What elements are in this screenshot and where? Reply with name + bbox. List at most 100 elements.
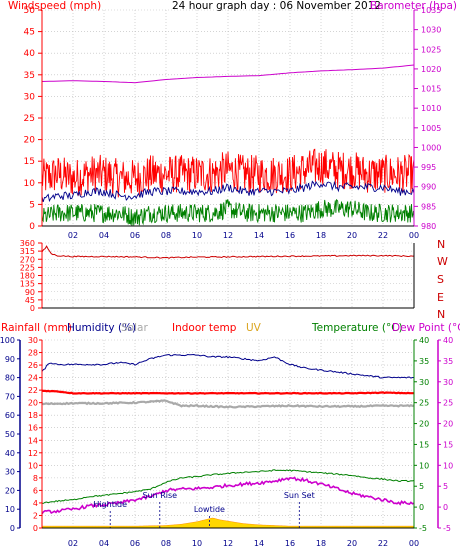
windspeed-tick-label: 20 (24, 136, 36, 146)
temp-right-tick-label: 35 (419, 357, 429, 366)
x-tick-label: 06 (130, 539, 140, 548)
windspeed-tick-label: 35 (24, 71, 35, 81)
dewpoint-tick-label: 0 (443, 503, 448, 512)
dewpoint-tick-label: 20 (443, 420, 453, 429)
windspeed-tick-label: 40 (24, 49, 36, 59)
x-tick-label: 20 (347, 539, 357, 548)
chart-title: 24 hour graph day : 06 November 2012 (172, 0, 381, 12)
x-tick-label: 22 (378, 231, 388, 240)
gust-line (41, 198, 415, 226)
temp-left-tick-label: 0 (33, 524, 38, 533)
barometer-tick-label: 990 (421, 183, 436, 192)
humidity-tick-label: 30 (5, 468, 15, 477)
temp-left-tick-label: 26 (28, 361, 38, 370)
barometer-tick-label: 1035 (421, 6, 441, 15)
barometer-tick-label: 1010 (421, 104, 441, 113)
dewpoint-tick-label: 10 (443, 461, 453, 470)
humidity-tick-label: 20 (5, 486, 15, 495)
direction-tick-label: 135 (20, 280, 35, 289)
humidity-tick-label: 60 (5, 411, 15, 420)
temp-right-tick-label: 0 (419, 503, 424, 512)
direction-tick-label: 360 (20, 239, 35, 248)
temp-right-tick-label: 10 (419, 461, 429, 470)
x-tick-label: 02 (68, 231, 78, 240)
dew-point-label: Dew Point (°C) (392, 322, 460, 334)
humidity-tick-label: 70 (5, 392, 15, 401)
temp-left-tick-label: 4 (33, 499, 38, 508)
x-tick-label: 14 (254, 539, 264, 548)
x-tick-label: 06 (130, 231, 140, 240)
temperature-line (41, 469, 415, 504)
dewpoint-tick-label: 15 (443, 440, 453, 449)
temp-left-tick-label: 10 (28, 461, 38, 470)
wind-direction-line (41, 245, 414, 259)
barometer-tick-label: 995 (421, 163, 436, 172)
humidity-tick-label: 40 (5, 449, 15, 458)
direction-tick-label: 180 (20, 272, 35, 281)
x-axis-labels-top: 02 04 06 08 10 12 14 16 18 20 22 00 (68, 231, 419, 240)
x-tick-label: 20 (347, 231, 357, 240)
x-tick-label: 02 (68, 539, 78, 548)
dewpoint-tick-label: -5 (443, 524, 451, 533)
direction-tick-label: 90 (25, 288, 35, 297)
x-tick-label: 08 (161, 539, 171, 548)
temp-right-tick-label: 15 (419, 440, 429, 449)
windspeed-tick-label: 25 (24, 114, 35, 124)
temp-left-tick-label: 28 (28, 349, 38, 358)
barometer-tick-label: 980 (421, 222, 436, 231)
compass-label: N (437, 238, 445, 251)
temp-left-tick-label: 14 (28, 436, 38, 445)
dewpoint-tick-label: 30 (443, 378, 453, 387)
barometer-tick-label: 985 (421, 202, 436, 211)
temp-left-tick-label: 6 (33, 486, 38, 495)
compass-label: S (437, 273, 444, 286)
humidity-tick-label: 80 (5, 374, 15, 383)
x-tick-label: 18 (316, 231, 326, 240)
series-layer: Hightide Sun Rise Lowtide Sun Set (41, 64, 415, 529)
temp-right-tick-label: 5 (419, 482, 424, 491)
x-tick-label: 04 (99, 539, 109, 548)
windspeed-tick-label: 0 (29, 222, 35, 232)
x-axis-labels-bottom: 02 04 06 08 10 12 14 16 18 20 22 00 (68, 539, 419, 548)
uv-label: UV (246, 322, 262, 334)
x-tick-label: 16 (285, 231, 295, 240)
barometer-tick-label: 1030 (421, 26, 441, 35)
humidity-tick-label: 100 (0, 336, 15, 345)
humidity-line (41, 353, 414, 379)
barometer-tick-label: 1005 (421, 124, 441, 133)
direction-grid (42, 242, 415, 309)
x-tick-label: 12 (223, 539, 233, 548)
windspeed-tick-label: 5 (29, 200, 35, 210)
event-label: Lowtide (194, 505, 225, 514)
temp-left-tick-label: 8 (33, 474, 38, 483)
barometer-tick-label: 1015 (421, 85, 441, 94)
dewpoint-tick-label: 25 (443, 399, 453, 408)
top-grid (42, 9, 415, 227)
x-tick-label: 16 (285, 539, 295, 548)
temp-left-tick-label: 20 (28, 399, 38, 408)
axes-layer: 0510152025303540455098098599099510001005… (0, 6, 453, 533)
compass-label: E (437, 291, 444, 304)
direction-tick-label: 0 (30, 304, 35, 313)
indoor-temp-line (41, 389, 414, 395)
windspeed-tick-label: 50 (24, 6, 36, 16)
temp-right-tick-label: -5 (419, 524, 427, 533)
temp-right-tick-label: 25 (419, 399, 429, 408)
dewpoint-tick-label: 5 (443, 482, 448, 491)
dew-point-line (41, 476, 415, 515)
direction-tick-label: 270 (20, 255, 35, 264)
temp-left-tick-label: 12 (28, 449, 38, 458)
solar-label: Solar (121, 322, 148, 334)
indoor-temp-label: Indoor temp (172, 322, 237, 334)
x-tick-label: 22 (378, 539, 388, 548)
rainfall-label: Rainfall (mm) (1, 322, 72, 334)
humidity-tick-label: 0 (10, 524, 15, 533)
x-tick-label: 18 (316, 539, 326, 548)
direction-tick-label: 225 (20, 263, 35, 272)
x-tick-label: 00 (409, 231, 419, 240)
windspeed-tick-label: 15 (24, 157, 35, 167)
humidity-tick-label: 50 (5, 430, 15, 439)
dewpoint-tick-label: 35 (443, 357, 453, 366)
temperature-label: Temperature (°C) (311, 322, 403, 334)
